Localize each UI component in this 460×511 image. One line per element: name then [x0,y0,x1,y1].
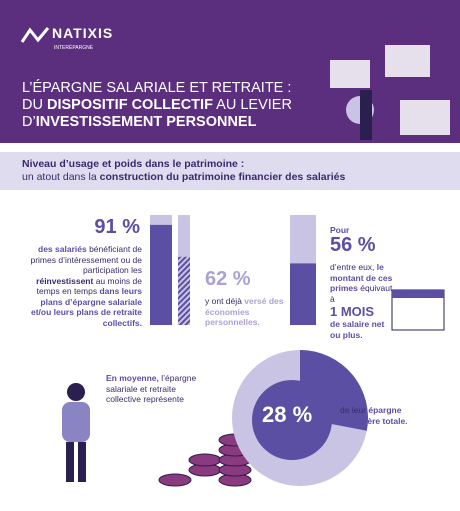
stat-text: y ont déjà versé des économies personnel… [205,296,285,328]
text: En moyenne, [106,373,159,383]
text: d’entre eux, [330,262,377,272]
banner-line: Niveau d’usage et poids dans le patrimoi… [22,158,245,170]
stat-value: 91 % [94,216,140,238]
title: L’ÉPARGNE SALARIALE ET RETRAITE : DU DIS… [22,80,342,131]
person-illustration [62,383,90,482]
text: des salariés [38,244,87,254]
title-line: D’INVESTISSEMENT PERSONNEL [22,114,342,131]
text: épargne financière totale. [340,405,408,426]
text: réinvestissent [36,275,94,286]
text: versé des économies personnelles. [205,296,284,327]
header-bg [0,0,460,143]
banner-bg [0,152,460,190]
text: un atout dans la [22,171,100,183]
stat-value: 62 % [205,268,251,290]
brand: NATIXIS [52,25,114,41]
header-illustration [330,45,450,140]
text: équivaut à [330,283,393,304]
bar [290,263,316,325]
text: l’épargne salariale et retraite collecti… [106,373,197,404]
calendar-icon [391,289,445,331]
text: dans leurs plans d’épargne salariale et/… [30,286,142,328]
logo-mark [20,27,50,43]
stat-text: des salariés bénéficiant de primes d’int… [28,244,142,328]
text: de salaire net ou plus. [330,319,385,340]
text: y ont déjà [205,296,245,306]
banner: Niveau d’usage et poids dans le patrimoi… [22,158,442,184]
text: AU LEVIER [212,97,292,113]
bar [150,224,172,325]
stat-intro: Pour [330,225,350,235]
stat-intro: En moyenne, l’épargne salariale et retra… [106,373,206,405]
bar [178,256,190,325]
title-line: L’ÉPARGNE SALARIALE ET RETRAITE : [22,80,292,96]
text: au moins de temps en temps [36,275,142,297]
text: INVESTISSEMENT PERSONNEL [35,114,257,130]
title-line: DU DISPOSITIF COLLECTIF AU LEVIER [22,97,342,114]
text: DISPOSITIF COLLECTIF [46,97,213,113]
stat-value: 28 % [262,402,313,427]
text: construction du patrimoine financier des… [99,171,346,183]
text: D’ [22,114,36,130]
text: le montant de ces primes [330,262,393,293]
text: DU [22,97,47,113]
text: bénéficiant de primes d’intéressement ou… [30,244,142,275]
text: de leur [340,405,369,415]
pie-hole [252,380,332,460]
brand-sub: INTERÉPARGNE [54,45,94,51]
stat-text: d’entre eux, le montant de ces primes éq… [330,262,395,340]
text: 1 MOIS [330,304,375,319]
stat-value: 56 % [330,234,376,256]
stat-text: de leur épargne financière totale. [340,405,430,426]
banner-line: un atout dans la construction du patrimo… [22,171,442,184]
